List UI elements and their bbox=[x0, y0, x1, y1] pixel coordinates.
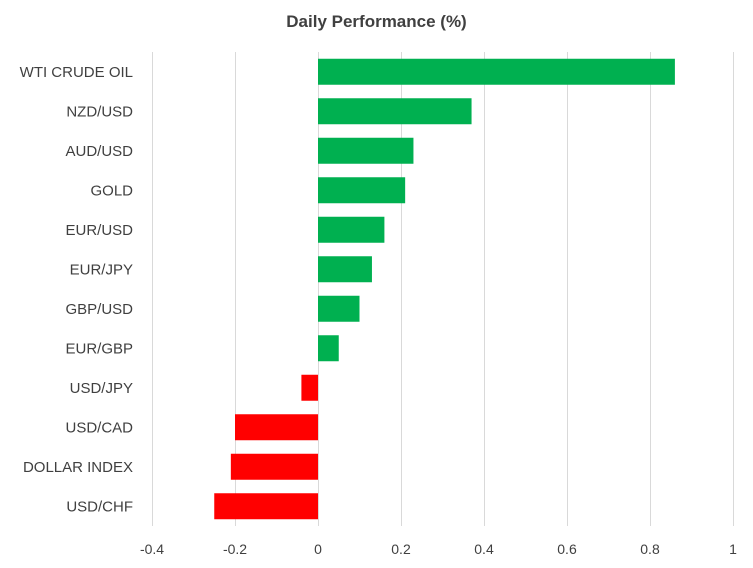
category-labels: WTI CRUDE OIL NZD/USD AUD/USD GOLD EUR/USD EU… bbox=[20, 64, 134, 516]
gridlines bbox=[152, 52, 734, 526]
chart-title: Daily Performance (%) bbox=[286, 12, 467, 31]
category-label: USD/CAD bbox=[65, 419, 133, 436]
bar bbox=[318, 256, 372, 283]
bar bbox=[318, 137, 414, 164]
bar bbox=[318, 58, 675, 85]
bar bbox=[318, 177, 406, 204]
x-tick-label: -0.2 bbox=[223, 541, 247, 557]
bar bbox=[301, 374, 318, 401]
bar bbox=[318, 295, 360, 322]
category-label: GBP/USD bbox=[65, 301, 133, 318]
category-label: AUD/USD bbox=[65, 143, 133, 160]
x-tick-label: 0.8 bbox=[640, 541, 660, 557]
bar bbox=[230, 453, 318, 480]
category-label: NZD/USD bbox=[66, 103, 133, 120]
bars bbox=[214, 58, 675, 520]
category-label: EUR/GBP bbox=[65, 340, 133, 357]
category-label: WTI CRUDE OIL bbox=[20, 64, 133, 81]
bar bbox=[318, 98, 472, 125]
bar bbox=[235, 414, 318, 441]
x-tick-label: 1 bbox=[729, 541, 737, 557]
category-label: DOLLAR INDEX bbox=[23, 459, 133, 476]
x-tick-label: 0.6 bbox=[557, 541, 577, 557]
x-tick-label: 0.2 bbox=[391, 541, 411, 557]
bar bbox=[214, 493, 318, 520]
category-label: USD/CHF bbox=[66, 498, 133, 515]
x-tick-label: -0.4 bbox=[140, 541, 164, 557]
x-axis-tick-labels: -0.4 -0.2 0 0.2 0.4 0.6 0.8 1 bbox=[140, 541, 737, 557]
bar bbox=[318, 216, 385, 243]
category-label: USD/JPY bbox=[70, 380, 133, 397]
category-label: GOLD bbox=[90, 182, 133, 199]
x-tick-label: 0.4 bbox=[474, 541, 494, 557]
x-tick-label: 0 bbox=[314, 541, 322, 557]
bar bbox=[318, 335, 339, 362]
category-label: EUR/JPY bbox=[70, 261, 133, 278]
category-label: EUR/USD bbox=[65, 222, 133, 239]
